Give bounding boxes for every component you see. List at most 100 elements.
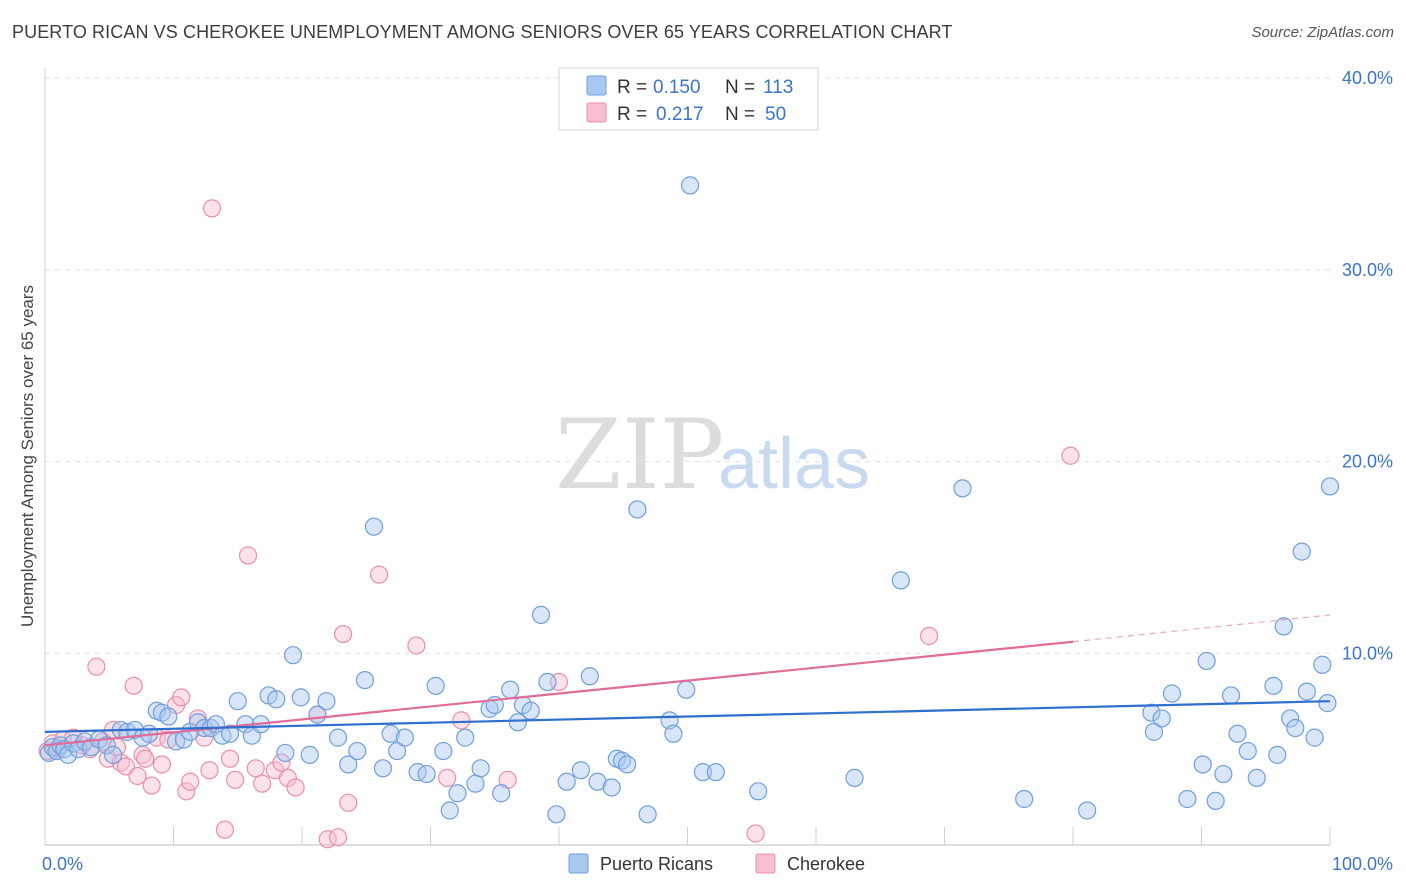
cherokee-point [438,768,457,787]
puerto-rican-point [1238,741,1257,761]
watermark-zip: ZIP [555,399,724,511]
puerto-rican-point [466,774,485,793]
puerto-rican-point [434,741,453,761]
puerto-rican-point [1313,655,1332,674]
chart-title: PUERTO RICAN VS CHEROKEE UNEMPLOYMENT AM… [12,22,953,42]
cherokee-trend-line [44,640,1074,747]
cherokee-point [181,772,200,791]
cherokee-point [226,770,245,789]
puerto-rican-point [1078,801,1097,820]
y-tick-label: 10.0% [1342,643,1393,663]
axes [44,68,1331,846]
legend-r-value-blue: 0.150 [653,77,701,98]
puerto-rican-point [1320,477,1340,496]
puerto-rican-point [1264,676,1283,695]
puerto-rican-point [891,571,910,590]
legend-swatch-pink [586,102,607,123]
puerto-rican-point [440,801,459,820]
y-tick-label: 20.0% [1342,452,1393,472]
legend-r-label-blue: R = [617,77,647,98]
puerto-rican-point [448,784,467,803]
puerto-rican-point [471,759,490,778]
cherokee-point [328,828,348,847]
cherokee-point [370,565,389,584]
puerto-rican-point [317,692,336,711]
puerto-rican-point [677,680,696,699]
puerto-rican-point [680,176,700,195]
puerto-rican-point [159,707,178,726]
puerto-rican-point [501,680,520,699]
puerto-rican-point [456,728,475,747]
legend-swatch-blue [586,75,607,96]
grid-lines [45,77,1330,654]
bottom-legend-swatch-blue [568,853,589,874]
puerto-rican-point [693,763,713,782]
cherokee-point [152,755,172,774]
cherokee-point [136,749,155,768]
puerto-rican-point [1142,703,1161,722]
puerto-rican-point [104,745,123,764]
puerto-rican-point [1197,651,1216,671]
cherokee-point [1061,446,1080,465]
cherokee-point [286,778,305,797]
puerto-rican-point [220,724,240,743]
puerto-rican-point [1178,789,1197,809]
cherokee-point [142,776,161,795]
puerto-rican-point [538,672,557,692]
puerto-rican-point [845,768,864,787]
cherokee-point [246,759,265,778]
bottom-legend-cherokee: Cherokee [787,854,865,874]
y-tick-label: 40.0% [1342,68,1393,88]
puerto-rican-point [571,761,590,780]
puerto-rican-point [381,724,400,743]
puerto-rican-point [59,745,78,764]
puerto-rican-point [426,676,445,695]
puerto-rican-point [97,736,116,755]
legend-n-value-pink: 50 [765,104,786,125]
legend-n-label-blue: N = [725,77,755,98]
puerto-rican-point [291,688,310,707]
cherokee-point [919,626,939,646]
watermark: ZIP atlas [555,399,870,511]
puerto-rican-point [228,692,247,711]
cherokee-point [188,709,208,728]
puerto-rican-point [1206,791,1225,810]
puerto-rican-point [706,763,725,782]
cherokee-point [253,774,272,793]
y-axis-label: Unemployment Among Seniors over 65 years [18,285,37,627]
correlation-legend: R = 0.150 N = 113 R = 0.217 N = 50 [558,67,819,131]
puerto-rican-point [339,755,358,774]
cherokee-point [200,761,219,780]
puerto-rican-point [1292,542,1311,561]
puerto-rican-point [1268,745,1287,764]
y-tick-label: 30.0% [1342,260,1393,280]
puerto-rican-point [82,738,101,757]
puerto-rican-point [1281,709,1300,728]
puerto-rican-point [1015,789,1034,809]
trend-lines [44,614,1331,747]
puerto-rican-point [276,743,295,763]
puerto-rican-point [638,805,657,824]
puerto-rican-trend-line [44,700,1331,733]
cherokee-points [38,199,1080,849]
y-tick-labels: 10.0% 20.0% 30.0% 40.0% [1342,68,1393,663]
x-tick-label-min: 0.0% [42,854,83,874]
puerto-rican-point [1318,694,1337,713]
cherokee-point [220,749,240,768]
cherokee-point [407,636,426,655]
puerto-rican-point [355,670,375,690]
cherokee-point [202,199,222,218]
series-legend: Puerto Ricans Cherokee [568,853,865,874]
puerto-rican-point [521,701,540,720]
puerto-rican-point [618,755,637,774]
cherokee-point [215,820,234,839]
puerto-rican-point [373,759,393,778]
bottom-legend-swatch-pink [755,853,776,874]
puerto-rican-point [1214,764,1233,784]
puerto-rican-point [749,782,768,801]
cherokee-point [278,768,297,787]
puerto-rican-point [547,805,566,824]
puerto-rican-point [1305,728,1324,747]
puerto-rican-point [408,763,427,782]
